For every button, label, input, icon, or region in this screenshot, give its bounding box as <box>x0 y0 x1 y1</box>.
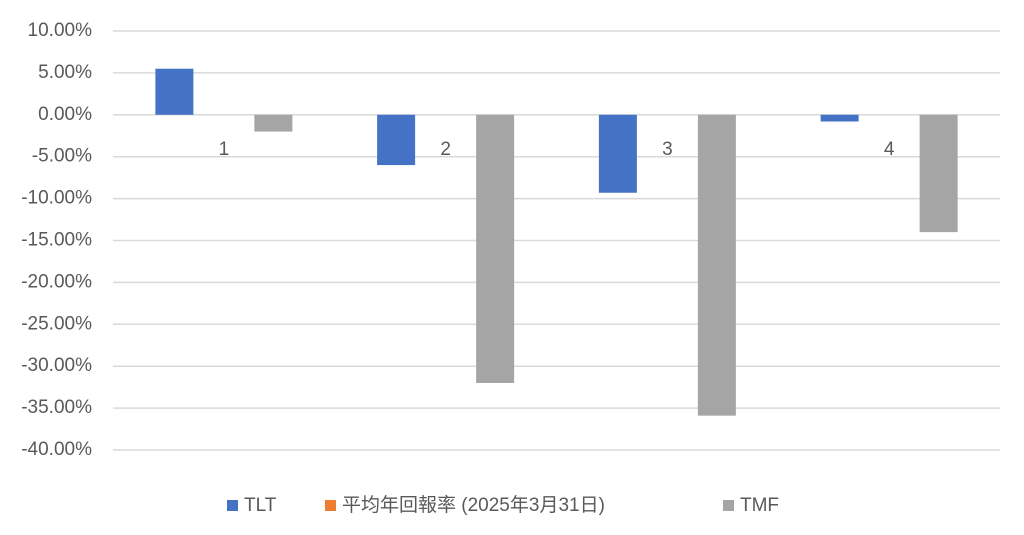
legend-label: 平均年回報率 (2025年3月31日) <box>342 494 605 516</box>
bar <box>598 114 637 193</box>
legend-swatch <box>325 500 336 511</box>
y-tick-label: 5.00% <box>38 62 92 83</box>
x-tick-label: 4 <box>884 139 895 160</box>
y-tick-label: -5.00% <box>32 146 92 167</box>
bar <box>254 114 293 132</box>
y-tick-label: -40.00% <box>21 439 92 460</box>
x-tick-label: 3 <box>662 139 673 160</box>
y-tick-label: -35.00% <box>21 397 92 418</box>
bar <box>476 114 515 383</box>
x-tick-label: 2 <box>440 139 451 160</box>
legend-swatch <box>227 500 238 511</box>
bar <box>697 114 736 416</box>
y-tick-label: -10.00% <box>21 188 92 209</box>
legend-label: TLT <box>244 495 277 516</box>
bar <box>919 114 958 233</box>
bar <box>155 68 194 115</box>
x-tick-label: 1 <box>219 139 230 160</box>
bar <box>377 114 416 166</box>
legend-swatch <box>723 500 734 511</box>
y-tick-label: 0.00% <box>38 104 92 125</box>
y-tick-label: -15.00% <box>21 230 92 251</box>
y-tick-label: -25.00% <box>21 313 92 334</box>
y-tick-label: -20.00% <box>21 271 92 292</box>
bar <box>820 114 859 122</box>
legend-label: TMF <box>740 495 779 516</box>
y-tick-label: -30.00% <box>21 355 92 376</box>
y-tick-label: 10.00% <box>28 20 93 41</box>
